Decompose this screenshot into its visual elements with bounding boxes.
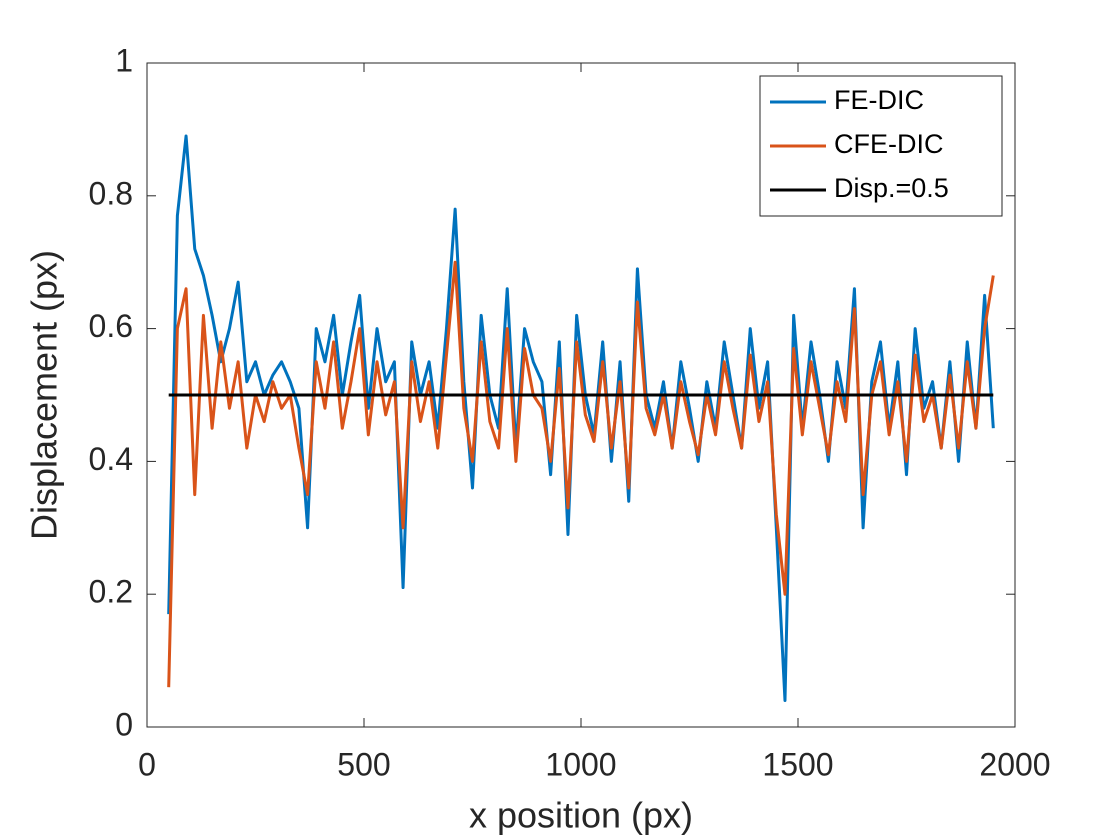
y-tick-label: 0.2	[89, 574, 133, 610]
x-tick-label: 1500	[762, 746, 833, 782]
x-tick-label: 500	[337, 746, 390, 782]
legend-label: Disp.=0.5	[834, 173, 949, 203]
x-axis-label: x position (px)	[469, 795, 693, 836]
y-tick-label: 1	[115, 42, 133, 78]
x-tick-label: 2000	[979, 746, 1050, 782]
y-tick-label: 0.4	[89, 441, 133, 477]
x-tick-label: 0	[138, 746, 156, 782]
y-axis-label: Displacement (px)	[24, 250, 65, 540]
x-tick-label: 1000	[545, 746, 616, 782]
line-series	[167, 260, 995, 688]
legend-label: CFE-DIC	[834, 129, 944, 159]
y-tick-label: 0	[115, 706, 133, 742]
y-tick-label: 0.6	[89, 308, 133, 344]
legend-label: FE-DIC	[834, 85, 924, 115]
y-tick-label: 0.8	[89, 175, 133, 211]
